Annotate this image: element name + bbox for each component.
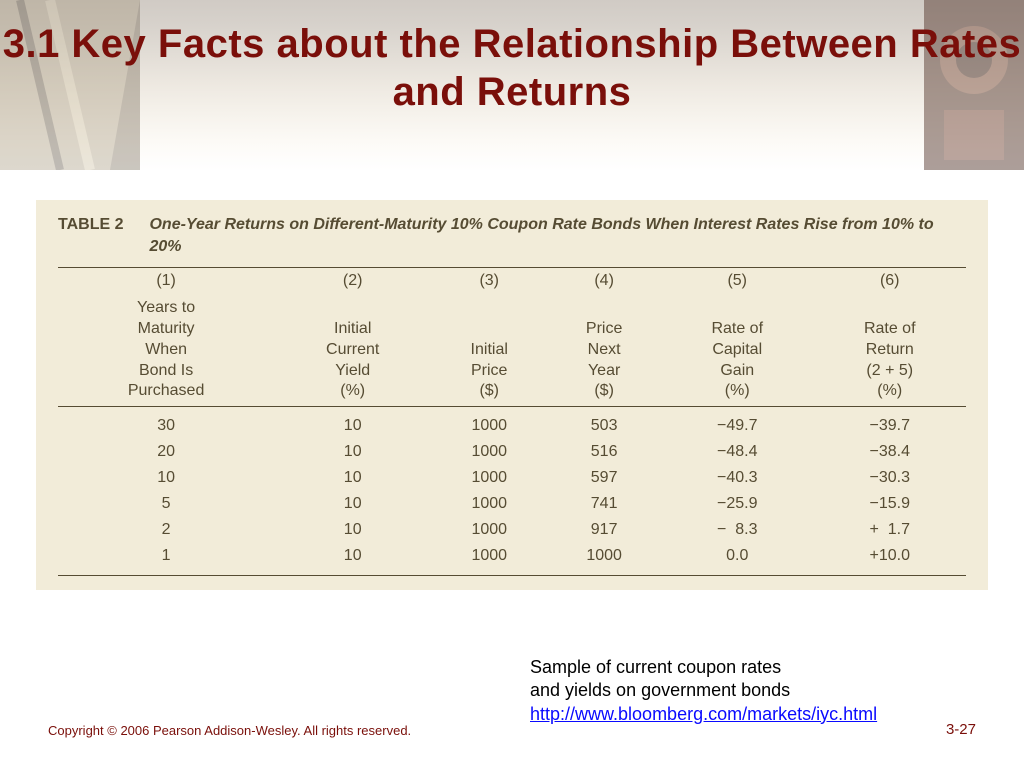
table-cell: + 1.7 bbox=[813, 517, 966, 543]
table-cell: 1 bbox=[58, 543, 274, 576]
table-cell: 10 bbox=[274, 517, 431, 543]
col-head-4: PriceNextYear($) bbox=[547, 294, 661, 406]
table-cell: 503 bbox=[547, 407, 661, 440]
table-caption: TABLE 2 One-Year Returns on Different-Ma… bbox=[58, 214, 966, 257]
table-cell: −39.7 bbox=[813, 407, 966, 440]
table-cell: 917 bbox=[547, 517, 661, 543]
table-row: 2101000917− 8.3+ 1.7 bbox=[58, 517, 966, 543]
col-num-5: (5) bbox=[661, 268, 813, 295]
col-num-1: (1) bbox=[58, 268, 274, 295]
table-label: TABLE 2 bbox=[58, 214, 123, 236]
page-number: 3-27 bbox=[946, 721, 976, 738]
table-cell: 10 bbox=[274, 491, 431, 517]
table-cell: −30.3 bbox=[813, 465, 966, 491]
table-row: 20101000516−48.4−38.4 bbox=[58, 439, 966, 465]
table-cell: 1000 bbox=[431, 543, 547, 576]
col-num-6: (6) bbox=[813, 268, 966, 295]
table-cell: −15.9 bbox=[813, 491, 966, 517]
table-cell: 597 bbox=[547, 465, 661, 491]
table-cell: 1000 bbox=[431, 407, 547, 440]
table-row: 5101000741−25.9−15.9 bbox=[58, 491, 966, 517]
table-cell: 1000 bbox=[431, 517, 547, 543]
table-cell: 20 bbox=[58, 439, 274, 465]
col-head-6: Rate ofReturn(2 + 5)(%) bbox=[813, 294, 966, 406]
copyright-text: Copyright © 2006 Pearson Addison-Wesley.… bbox=[48, 723, 411, 738]
note-line-2: and yields on government bonds bbox=[530, 679, 950, 702]
col-head-5: Rate ofCapitalGain(%) bbox=[661, 294, 813, 406]
table-cell: − 8.3 bbox=[661, 517, 813, 543]
col-num-4: (4) bbox=[547, 268, 661, 295]
table-cell: 10 bbox=[58, 465, 274, 491]
table-cell: 10 bbox=[274, 543, 431, 576]
table-cell: 10 bbox=[274, 407, 431, 440]
note-block: Sample of current coupon rates and yield… bbox=[530, 656, 950, 726]
table-cell: 1000 bbox=[431, 439, 547, 465]
table-cell: −49.7 bbox=[661, 407, 813, 440]
table-cell: 1000 bbox=[431, 465, 547, 491]
col-head-1: Years toMaturityWhenBond IsPurchased bbox=[58, 294, 274, 406]
table-row: 10101000597−40.3−30.3 bbox=[58, 465, 966, 491]
returns-table: (1) (2) (3) (4) (5) (6) Years toMaturity… bbox=[58, 267, 966, 576]
table-cell: 10 bbox=[274, 439, 431, 465]
table-cell: 5 bbox=[58, 491, 274, 517]
slide-title: 3.1 Key Facts about the Relationship Bet… bbox=[0, 20, 1024, 116]
table-cell: 741 bbox=[547, 491, 661, 517]
table-cell: 0.0 bbox=[661, 543, 813, 576]
table-cell: 516 bbox=[547, 439, 661, 465]
table-cell: 30 bbox=[58, 407, 274, 440]
column-number-row: (1) (2) (3) (4) (5) (6) bbox=[58, 268, 966, 295]
table-body: 30101000503−49.7−39.720101000516−48.4−38… bbox=[58, 407, 966, 576]
table-cell: 2 bbox=[58, 517, 274, 543]
table-cell: +10.0 bbox=[813, 543, 966, 576]
col-num-2: (2) bbox=[274, 268, 431, 295]
table-cell: 1000 bbox=[431, 491, 547, 517]
table-row: 110100010000.0+10.0 bbox=[58, 543, 966, 576]
column-header-row: Years toMaturityWhenBond IsPurchased Ini… bbox=[58, 294, 966, 406]
table-cell: −48.4 bbox=[661, 439, 813, 465]
table-cell: −38.4 bbox=[813, 439, 966, 465]
returns-table-panel: TABLE 2 One-Year Returns on Different-Ma… bbox=[36, 200, 988, 590]
table-cell: 10 bbox=[274, 465, 431, 491]
col-head-2: InitialCurrentYield(%) bbox=[274, 294, 431, 406]
table-cell: −40.3 bbox=[661, 465, 813, 491]
col-head-3: InitialPrice($) bbox=[431, 294, 547, 406]
bloomberg-link[interactable]: http://www.bloomberg.com/markets/iyc.htm… bbox=[530, 704, 877, 724]
note-line-1: Sample of current coupon rates bbox=[530, 656, 950, 679]
table-cell: −25.9 bbox=[661, 491, 813, 517]
table-caption-text: One-Year Returns on Different-Maturity 1… bbox=[149, 214, 966, 257]
table-row: 30101000503−49.7−39.7 bbox=[58, 407, 966, 440]
table-cell: 1000 bbox=[547, 543, 661, 576]
col-num-3: (3) bbox=[431, 268, 547, 295]
